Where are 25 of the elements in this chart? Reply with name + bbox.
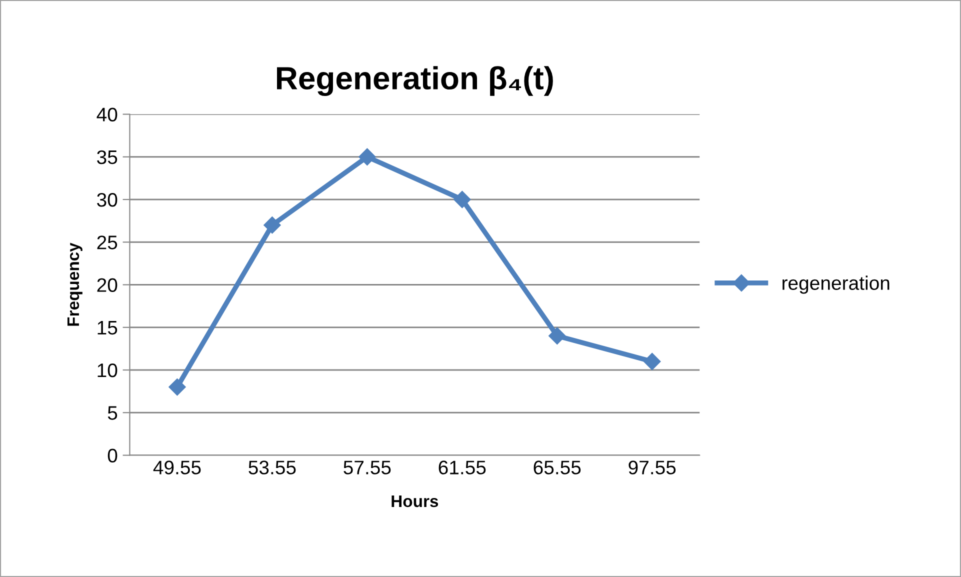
- x-tick-label: 97.55: [628, 460, 676, 474]
- y-tick-label: 40: [96, 108, 118, 122]
- point: [358, 148, 376, 166]
- point: [644, 352, 661, 370]
- y-axis-title: Frequency: [67, 242, 82, 326]
- point: [548, 327, 566, 344]
- x-tick-label: 61.55: [438, 460, 486, 474]
- point: [264, 216, 281, 234]
- y-tick-label: 5: [108, 406, 118, 420]
- y-tick-label: 20: [97, 278, 118, 292]
- y-tick-label: 10: [98, 363, 118, 378]
- y-tick-label: 25: [97, 236, 118, 250]
- chart-title: Regeneration β₄(t): [277, 66, 553, 96]
- y-tick-label: 15: [98, 321, 118, 335]
- x-axis-title: Hours: [392, 496, 438, 508]
- x-tick-label: 49.55: [153, 460, 201, 474]
- legend-label: regeneration: [782, 276, 890, 294]
- point: [168, 378, 186, 396]
- x-tick-label: 53.55: [248, 460, 296, 474]
- point: [454, 190, 471, 208]
- x-tick-label: 65.55: [534, 460, 581, 474]
- y-tick-label: 30: [97, 192, 118, 207]
- y-tick-label: 35: [97, 150, 118, 164]
- x-tick-label: 57.55: [344, 460, 391, 474]
- y-tick-label: 0: [108, 448, 118, 462]
